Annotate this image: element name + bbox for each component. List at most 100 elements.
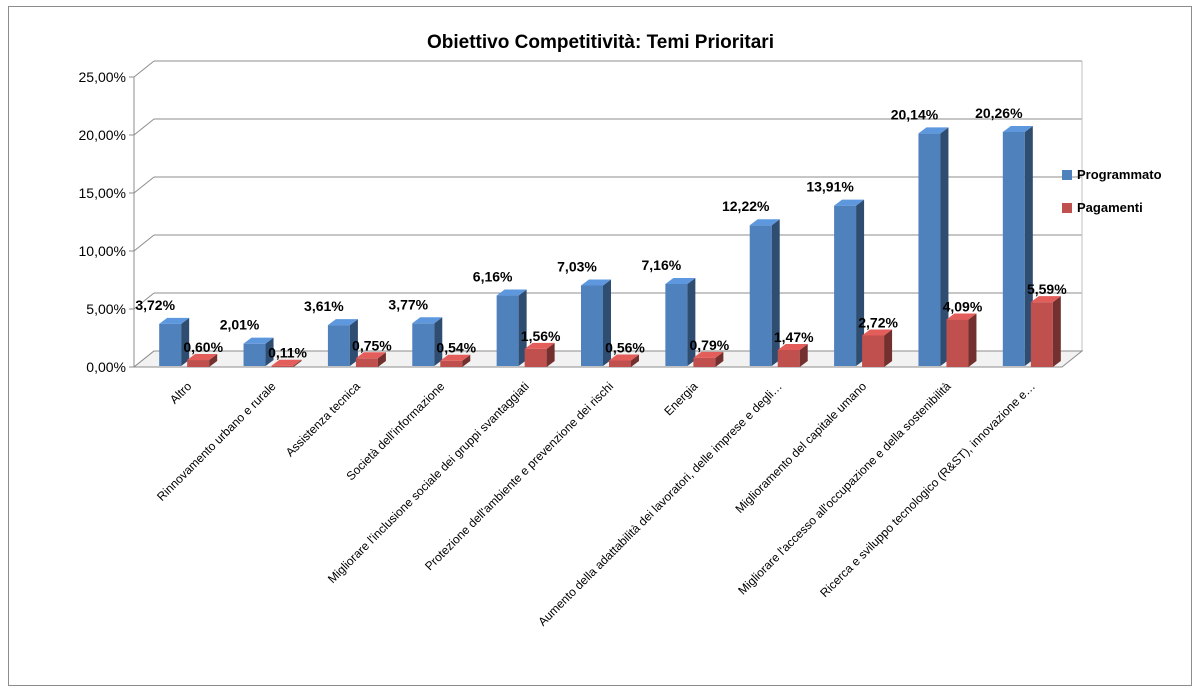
y-tick-label-3: 15,00%	[79, 185, 126, 201]
data-label-pagamenti-8: 2,72%	[858, 314, 898, 330]
category-label-5: Protezione dell'ambiente e prevenzione d…	[422, 379, 616, 573]
y-tick-label-2: 10,00%	[79, 243, 126, 259]
bar-programmato-1	[243, 343, 266, 366]
bar-side-pagamenti-3	[462, 354, 471, 367]
data-label-programmato-5: 7,03%	[557, 258, 597, 274]
bar-top-programmato-5	[581, 279, 611, 286]
bar-pagamenti-7	[777, 349, 800, 367]
bar-programmato-0	[159, 323, 182, 366]
bar-programmato-3	[412, 323, 435, 366]
bar-programmato-7	[749, 225, 772, 366]
category-label-6: Energia	[661, 379, 700, 418]
data-label-programmato-6: 7,16%	[642, 257, 682, 273]
bar-top-programmato-4	[496, 289, 527, 296]
bar-top-pagamenti-7	[777, 343, 808, 350]
bar-top-programmato-9	[918, 127, 949, 134]
bar-top-programmato-0	[159, 317, 190, 324]
data-label-pagamenti-3: 0,54%	[436, 340, 476, 356]
bar-top-pagamenti-8	[862, 329, 893, 336]
bar-top-pagamenti-3	[440, 354, 471, 361]
y-tick-label-1: 5,00%	[86, 301, 126, 317]
data-label-pagamenti-9: 4,09%	[943, 299, 983, 315]
category-label-2: Assistenza tecnica	[283, 379, 363, 459]
bar-side-pagamenti-8	[884, 329, 893, 367]
legend-swatch-pagamenti	[1062, 202, 1072, 213]
bar-top-pagamenti-0	[187, 354, 218, 361]
data-label-programmato-3: 3,77%	[388, 296, 428, 312]
bar-programmato-8	[834, 205, 857, 366]
category-label-0: Altro	[167, 379, 195, 407]
gridline-side-3	[133, 176, 155, 194]
gridline-side-4	[133, 118, 155, 136]
data-label-programmato-2: 3,61%	[304, 298, 344, 314]
bar-side-programmato-9	[940, 127, 949, 366]
data-label-pagamenti-0: 0,60%	[183, 339, 223, 355]
bar-top-programmato-2	[327, 319, 358, 326]
bar-top-pagamenti-10	[1030, 296, 1061, 303]
gridline-side-2	[133, 234, 155, 252]
legend-swatch-programmato	[1062, 169, 1072, 180]
bar-side-programmato-1	[265, 337, 274, 366]
y-tick-label-4: 20,00%	[79, 127, 126, 143]
bar-programmato-10	[1002, 131, 1025, 366]
bar-pagamenti-3	[440, 360, 463, 367]
bar-programmato-5	[581, 285, 603, 366]
data-label-pagamenti-7: 1,47%	[774, 329, 814, 345]
bar-top-pagamenti-4	[524, 342, 555, 349]
bar-pagamenti-10	[1030, 302, 1053, 367]
bar-side-pagamenti-10	[1052, 296, 1061, 367]
bar-side-pagamenti-0	[209, 354, 218, 367]
bar-pagamenti-5	[609, 360, 631, 367]
bar-side-programmato-8	[856, 199, 865, 366]
bar-top-pagamenti-2	[355, 352, 386, 359]
y-tick-label-0: 0,00%	[86, 359, 126, 375]
bar-pagamenti-4	[524, 348, 547, 367]
bar-pagamenti-6	[693, 357, 716, 367]
data-label-pagamenti-4: 1,56%	[521, 328, 561, 344]
data-label-pagamenti-2: 0,75%	[352, 337, 392, 353]
data-label-programmato-9: 20,14%	[891, 106, 939, 122]
data-label-programmato-4: 6,16%	[473, 269, 513, 285]
data-label-pagamenti-5: 0,56%	[605, 340, 645, 356]
y-tick-label-5: 25,00%	[79, 69, 126, 85]
bar-side-programmato-5	[603, 279, 611, 366]
gridline-side-1	[133, 292, 155, 310]
bar-side-pagamenti-9	[968, 313, 977, 367]
bar-top-programmato-3	[412, 317, 443, 324]
bar-side-pagamenti-6	[715, 351, 724, 367]
data-label-programmato-10: 20,26%	[975, 105, 1023, 121]
data-label-pagamenti-1: 0,11%	[268, 345, 307, 361]
bar-programmato-9	[918, 133, 941, 366]
data-label-pagamenti-10: 5,59%	[1027, 281, 1067, 297]
bar-top-pagamenti-1	[271, 359, 302, 366]
bar-pagamenti-8	[862, 335, 885, 367]
legend-item-programmato: Programmato	[1062, 166, 1162, 183]
bar-pagamenti-9	[946, 319, 969, 367]
bar-side-programmato-7	[771, 219, 780, 366]
bar-side-programmato-3	[434, 317, 443, 366]
bar-top-programmato-1	[243, 337, 274, 344]
data-label-programmato-7: 12,22%	[722, 198, 770, 214]
bar-side-programmato-0	[181, 317, 190, 366]
category-label-8: Miglioramento del capitale umano	[732, 379, 869, 516]
bar-pagamenti-2	[355, 358, 378, 367]
bar-side-pagamenti-7	[799, 343, 808, 367]
category-label-3: Società dell'informazione	[343, 379, 447, 483]
bar-top-pagamenti-9	[946, 313, 977, 320]
data-label-programmato-1: 2,01%	[220, 317, 260, 333]
legend-label-pagamenti: Pagamenti	[1077, 200, 1143, 215]
bar-top-programmato-10	[1002, 125, 1033, 132]
bar-top-pagamenti-6	[693, 351, 724, 358]
bar-programmato-4	[496, 295, 519, 366]
bar-side-pagamenti-1	[293, 359, 302, 367]
data-label-programmato-8: 13,91%	[806, 179, 854, 195]
data-label-pagamenti-6: 0,79%	[690, 337, 730, 353]
bar-side-pagamenti-2	[377, 352, 386, 367]
bar-side-pagamenti-4	[546, 342, 555, 367]
bar-pagamenti-1	[271, 365, 294, 367]
bar-side-programmato-6	[687, 277, 696, 366]
chart-title: Obiettivo Competitività: Temi Prioritari	[427, 32, 774, 53]
bar-top-programmato-7	[749, 219, 780, 226]
bar-side-pagamenti-5	[631, 354, 639, 367]
data-label-programmato-0: 3,72%	[135, 297, 175, 313]
